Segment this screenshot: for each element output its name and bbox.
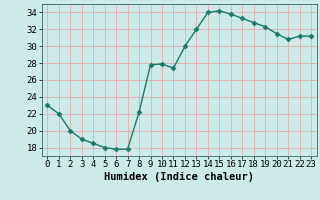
X-axis label: Humidex (Indice chaleur): Humidex (Indice chaleur) xyxy=(104,172,254,182)
